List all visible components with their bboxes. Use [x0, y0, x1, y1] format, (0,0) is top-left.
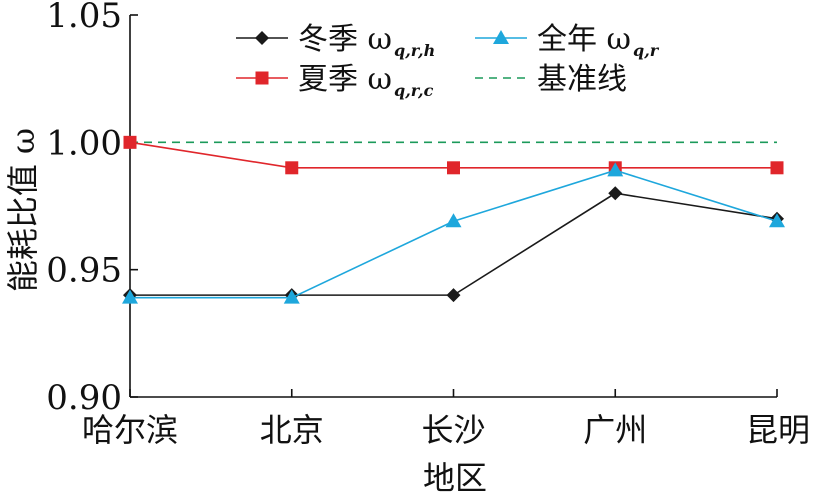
legend: 冬季 ω q,r,h 全年 ω q,r 夏季 ω q,r,c 基准线 [236, 22, 660, 100]
data-point-summer [770, 161, 784, 175]
data-point-summer [123, 135, 137, 149]
legend-item-baseline: 基准线 [475, 62, 627, 97]
legend-item-winter: 冬季 ω q,r,h [236, 22, 435, 60]
legend-marker-annual [493, 30, 509, 44]
series-layer [122, 135, 785, 304]
legend-item-summer: 夏季 ω q,r,c [236, 62, 434, 100]
data-point-annual [769, 213, 785, 228]
x-tick-label: 广州 [583, 411, 647, 449]
data-point-summer [447, 161, 460, 175]
data-point-annual [607, 162, 624, 177]
y-tick-label: 0.90 [46, 378, 122, 418]
legend-label-summer: 夏季 ω q,r,c [298, 62, 434, 100]
axes: 0.90 0.95 1.00 1.05 哈尔滨 北京 长沙 广州 昆明 [46, 0, 810, 449]
y-tick-label: 0.95 [46, 251, 122, 291]
data-point-winter [446, 288, 461, 303]
series-annual [122, 162, 785, 304]
data-point-annual [283, 289, 300, 304]
series-winter [123, 186, 784, 303]
legend-label-winter: 冬季 ω q,r,h [298, 22, 435, 60]
x-axis-title: 地区 [423, 459, 487, 496]
legend-label-baseline: 基准线 [537, 62, 627, 97]
data-point-summer [285, 161, 299, 175]
series-line-winter [130, 192, 778, 296]
data-point-winter [608, 186, 623, 201]
x-tick-label: 昆明 [746, 411, 810, 449]
data-point-annual [445, 213, 462, 228]
legend-marker-winter [255, 31, 269, 45]
legend-item-annual: 全年 ω q,r [475, 22, 660, 60]
data-point-annual [122, 289, 138, 304]
legend-marker-summer [255, 71, 269, 85]
x-tick-label: 长沙 [421, 411, 485, 449]
x-tick-label: 哈尔滨 [82, 411, 178, 449]
y-axis-title: 能耗比值 ω [4, 128, 42, 292]
y-tick-label: 1.00 [46, 123, 122, 163]
y-tick-label: 1.05 [46, 0, 122, 36]
legend-label-annual: 全年 ω q,r [537, 22, 660, 60]
x-tick-label: 北京 [260, 411, 324, 449]
series-line-annual [130, 169, 778, 299]
